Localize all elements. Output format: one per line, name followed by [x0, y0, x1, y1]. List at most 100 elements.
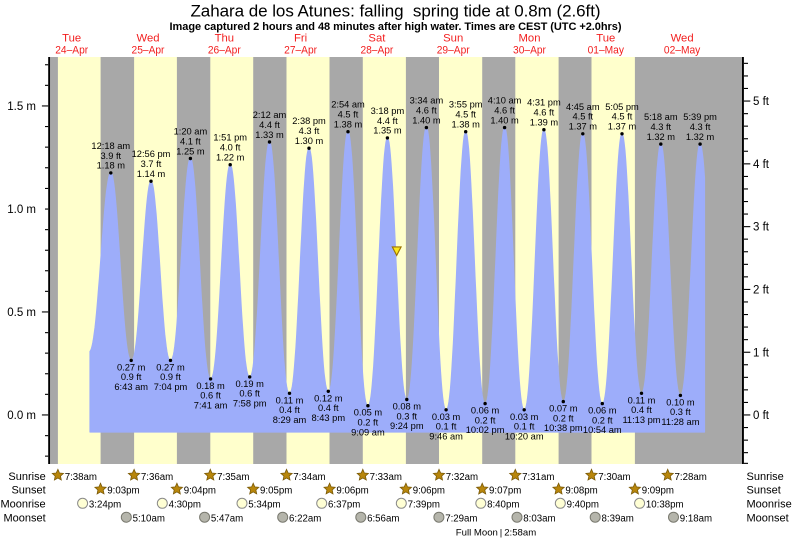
svg-text:3:34 am: 3:34 am [410, 96, 444, 106]
svg-text:4:10 am: 4:10 am [488, 96, 522, 106]
svg-text:4.6 ft: 4.6 ft [534, 108, 555, 118]
svg-text:7:33am: 7:33am [370, 472, 402, 483]
svg-text:3:24pm: 3:24pm [89, 500, 121, 511]
svg-text:26–Apr: 26–Apr [208, 45, 241, 57]
svg-text:27–Apr: 27–Apr [284, 45, 317, 57]
svg-text:4.4 ft: 4.4 ft [259, 120, 280, 130]
svg-text:Moonrise: Moonrise [0, 499, 45, 511]
svg-text:Moonset: Moonset [747, 513, 789, 525]
svg-text:Moonrise: Moonrise [747, 499, 792, 511]
svg-text:Sunrise: Sunrise [8, 471, 45, 483]
svg-text:7:35am: 7:35am [217, 472, 249, 483]
svg-text:8:40pm: 8:40pm [487, 500, 519, 511]
svg-text:1.38 m: 1.38 m [334, 120, 363, 130]
svg-text:0.19 m: 0.19 m [235, 379, 264, 389]
svg-text:Wed: Wed [136, 33, 159, 45]
svg-text:1:51 pm: 1:51 pm [213, 133, 247, 143]
svg-text:1.32 m: 1.32 m [686, 132, 715, 142]
svg-text:5:47am: 5:47am [211, 514, 243, 525]
svg-text:9:40pm: 9:40pm [567, 500, 599, 511]
svg-text:0.4 ft: 0.4 ft [279, 405, 300, 415]
svg-text:0 ft: 0 ft [753, 410, 770, 422]
svg-text:5:39 pm: 5:39 pm [683, 112, 717, 122]
svg-text:0.06 m: 0.06 m [471, 406, 500, 416]
svg-text:9:09pm: 9:09pm [642, 486, 674, 497]
svg-text:02–May: 02–May [664, 45, 701, 57]
svg-text:Wed: Wed [671, 33, 694, 45]
svg-text:7:41 am: 7:41 am [194, 401, 228, 411]
svg-text:2:38 pm: 2:38 pm [292, 116, 326, 126]
svg-text:25–Apr: 25–Apr [132, 45, 165, 57]
svg-text:5:10am: 5:10am [133, 514, 165, 525]
svg-text:Sunset: Sunset [747, 485, 781, 497]
svg-text:0.6 ft: 0.6 ft [200, 391, 221, 401]
svg-text:0.1 ft: 0.1 ft [514, 422, 535, 432]
svg-text:10:20 am: 10:20 am [505, 431, 544, 441]
svg-text:2 ft: 2 ft [753, 285, 770, 297]
svg-text:5:18 am: 5:18 am [644, 112, 678, 122]
svg-text:28–Apr: 28–Apr [360, 45, 393, 57]
svg-text:Zahara de los Atunes: falling: Zahara de los Atunes: falling spring tid… [190, 1, 600, 20]
svg-text:0.27 m: 0.27 m [117, 362, 146, 372]
svg-text:1.14 m: 1.14 m [137, 169, 166, 179]
svg-text:1:20 am: 1:20 am [174, 127, 208, 137]
svg-text:0.5 m: 0.5 m [7, 307, 36, 319]
svg-text:9:04pm: 9:04pm [184, 486, 216, 497]
svg-text:7:30am: 7:30am [598, 472, 630, 483]
svg-text:0.12 m: 0.12 m [314, 393, 343, 403]
svg-text:4 ft: 4 ft [753, 159, 770, 171]
svg-text:4.6 ft: 4.6 ft [416, 106, 437, 116]
svg-text:Sun: Sun [443, 33, 463, 45]
svg-text:0.1 ft: 0.1 ft [436, 422, 457, 432]
svg-text:7:39pm: 7:39pm [408, 500, 440, 511]
svg-text:0.10 m: 0.10 m [666, 397, 695, 407]
svg-text:0.2 ft: 0.2 ft [553, 413, 574, 423]
svg-text:0.11 m: 0.11 m [276, 395, 304, 405]
svg-text:Fri: Fri [294, 33, 307, 45]
svg-text:4:30pm: 4:30pm [169, 500, 201, 511]
svg-text:5 ft: 5 ft [753, 96, 770, 108]
svg-text:10:38pm: 10:38pm [646, 500, 684, 511]
svg-text:0.9 ft: 0.9 ft [160, 372, 181, 382]
svg-text:9:05pm: 9:05pm [260, 486, 292, 497]
svg-text:0.3 ft: 0.3 ft [396, 411, 417, 421]
svg-text:3:55 pm: 3:55 pm [449, 100, 483, 110]
svg-text:11:28 am: 11:28 am [661, 417, 699, 427]
svg-text:0.3 ft: 0.3 ft [670, 407, 691, 417]
svg-text:5:34pm: 5:34pm [248, 500, 280, 511]
svg-text:0.07 m: 0.07 m [549, 404, 578, 414]
svg-text:8:39am: 8:39am [602, 514, 634, 525]
svg-text:Sat: Sat [368, 33, 386, 45]
svg-text:1.40 m: 1.40 m [490, 115, 519, 125]
svg-text:2:12 am: 2:12 am [253, 110, 287, 120]
svg-text:4.3 ft: 4.3 ft [690, 122, 711, 132]
svg-text:0.03 m: 0.03 m [432, 412, 461, 422]
svg-text:9:06pm: 9:06pm [413, 486, 445, 497]
svg-text:1.37 m: 1.37 m [608, 122, 637, 132]
svg-text:0.03 m: 0.03 m [510, 412, 539, 422]
svg-text:4.0 ft: 4.0 ft [220, 143, 241, 153]
svg-text:9:24 pm: 9:24 pm [390, 421, 424, 431]
svg-text:7:32am: 7:32am [446, 472, 478, 483]
svg-text:0.2 ft: 0.2 ft [358, 418, 379, 428]
svg-text:11:13 pm: 11:13 pm [622, 415, 660, 425]
svg-text:10:54 am: 10:54 am [583, 425, 622, 435]
svg-text:0.0 m: 0.0 m [7, 410, 36, 422]
svg-text:1.32 m: 1.32 m [647, 132, 676, 142]
svg-text:12:56 pm: 12:56 pm [132, 149, 171, 159]
svg-text:7:58 pm: 7:58 pm [233, 399, 267, 409]
svg-text:8:29 am: 8:29 am [273, 415, 307, 425]
svg-text:Moonset: Moonset [3, 513, 45, 525]
svg-text:1.35 m: 1.35 m [373, 126, 402, 136]
svg-text:30–Apr: 30–Apr [513, 45, 546, 57]
svg-text:1.22 m: 1.22 m [216, 153, 245, 163]
svg-text:7:31am: 7:31am [522, 472, 554, 483]
svg-text:1.39 m: 1.39 m [530, 118, 559, 128]
svg-text:4.5 ft: 4.5 ft [612, 112, 633, 122]
svg-text:7:04 pm: 7:04 pm [154, 382, 188, 392]
svg-text:0.06 m: 0.06 m [588, 406, 617, 416]
svg-text:8:43 pm: 8:43 pm [312, 413, 346, 423]
svg-text:9:46 am: 9:46 am [429, 431, 463, 441]
svg-text:Thu: Thu [215, 33, 234, 45]
svg-text:7:34am: 7:34am [293, 472, 325, 483]
